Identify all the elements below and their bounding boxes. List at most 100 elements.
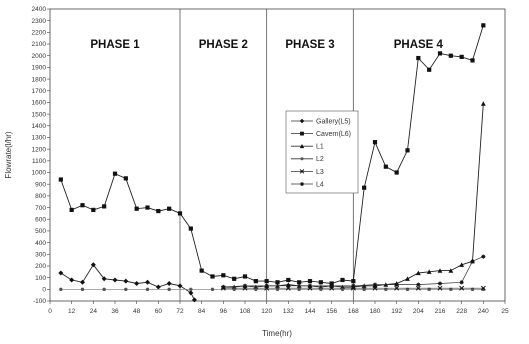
data-point [59, 287, 63, 292]
legend-item: L4 [291, 181, 324, 188]
data-point [58, 270, 64, 276]
legend: Gallery(L5) Cavern(L6) L1 L2 L3 L4 [285, 110, 359, 194]
data-point [123, 278, 129, 284]
series-l3 [220, 285, 486, 291]
y-tick-label: 1500 [32, 111, 47, 118]
data-point [90, 262, 96, 268]
y-tick-label: 1700 [32, 88, 47, 95]
data-point [383, 164, 388, 169]
phase-label: PHASE 1 [90, 39, 140, 51]
data-point [69, 207, 74, 212]
series-line [60, 25, 484, 284]
y-tick-label: 300 [35, 251, 46, 258]
data-point [307, 283, 313, 288]
data-point [415, 270, 421, 276]
data-point [134, 206, 139, 211]
y-tick-label: 1400 [32, 123, 47, 130]
data-point [58, 177, 63, 182]
x-tick-label: 96 [220, 308, 228, 315]
data-point [264, 283, 269, 288]
legend-label: Gallery(L5) [316, 118, 351, 125]
data-point [416, 282, 421, 287]
data-point [394, 282, 399, 287]
y-tick-label: 200 [35, 263, 46, 270]
data-point [415, 285, 421, 291]
data-point [437, 285, 443, 291]
data-point [199, 268, 204, 273]
phase-label: PHASE 3 [285, 39, 334, 51]
y-tick-label: 1100 [32, 158, 46, 165]
x-tick-label: 228 [456, 308, 467, 315]
data-point [300, 131, 304, 136]
data-point [286, 283, 291, 288]
data-point [102, 204, 107, 209]
y-tick-label: 700 [35, 205, 46, 212]
data-point [167, 287, 171, 292]
y-tick-label: 2200 [32, 30, 47, 37]
y-tick-label: 800 [35, 193, 46, 200]
data-point [80, 203, 85, 208]
data-point [426, 269, 432, 274]
data-point [80, 287, 85, 292]
y-tick-label: 1000 [32, 170, 47, 177]
x-tick-label: 36 [111, 308, 119, 315]
data-point [459, 262, 465, 267]
x-tick-label: 240 [478, 308, 489, 315]
data-point [299, 169, 305, 174]
data-point [416, 55, 421, 61]
legend-item: L3 [291, 169, 324, 176]
y-tick-label: 2000 [32, 53, 47, 60]
phase-labels: PHASE 1 PHASE 2 PHASE 3 PHASE 4 [90, 39, 443, 51]
data-point [221, 284, 226, 290]
data-point [459, 54, 464, 59]
y-tick-label: 1300 [32, 135, 47, 142]
series-cavern-l6 [58, 23, 486, 286]
data-point [177, 283, 183, 289]
legend-label: L4 [316, 181, 324, 188]
data-point [80, 279, 85, 285]
data-point [437, 281, 443, 286]
data-point [448, 53, 453, 58]
legend-label: L1 [316, 144, 324, 151]
x-tick-label: 180 [370, 308, 381, 315]
data-point [264, 279, 269, 284]
y-axis-title: Flowrate(l/hr) [4, 131, 13, 178]
data-point [299, 118, 305, 124]
x-tick-label: 216 [435, 308, 446, 315]
x-tick-label: 132 [283, 308, 294, 315]
x-tick-label: 48 [133, 308, 141, 315]
data-point [156, 208, 161, 214]
data-point [297, 280, 302, 285]
data-point [372, 282, 378, 287]
data-point [221, 273, 226, 278]
legend-item: L1 [291, 144, 324, 151]
data-point [112, 277, 118, 283]
x-tick-label: 12 [68, 308, 76, 315]
data-point [286, 277, 291, 283]
data-point [480, 101, 486, 106]
data-point [405, 148, 410, 153]
phase-label: PHASE 2 [199, 39, 248, 51]
data-point [134, 280, 140, 286]
data-point [145, 279, 150, 285]
legend-label: L2 [316, 156, 324, 163]
legend-item: Cavern(L6) [291, 131, 351, 138]
series-l4 [221, 254, 486, 290]
data-point [329, 283, 334, 288]
phase-label: PHASE 4 [394, 39, 444, 51]
x-tick-label: 24 [90, 308, 98, 315]
data-point [275, 280, 280, 285]
data-point [405, 276, 410, 281]
y-tick-label: 0 [42, 287, 46, 294]
data-point [189, 287, 193, 292]
data-point [437, 51, 443, 56]
data-point [124, 287, 128, 292]
x-tick-label: 156 [326, 308, 337, 315]
data-point [300, 157, 304, 161]
data-point [166, 280, 172, 286]
data-point [481, 254, 486, 259]
data-point [188, 290, 194, 296]
legend-box [285, 110, 359, 194]
y-tick-label: 400 [35, 240, 46, 247]
data-point [210, 274, 215, 279]
